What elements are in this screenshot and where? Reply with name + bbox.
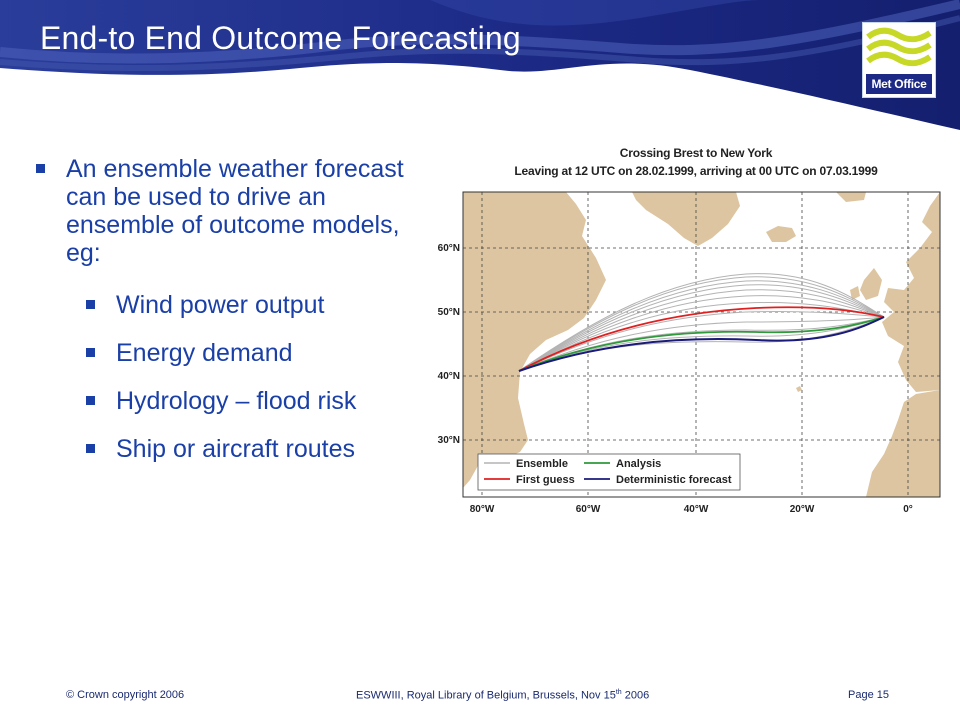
sub-bullet-text: Hydrology – flood risk bbox=[116, 387, 357, 415]
lon-label-60w: 60°W bbox=[576, 504, 601, 515]
land-masses bbox=[463, 192, 940, 497]
lat-label-30n: 30°N bbox=[438, 435, 460, 446]
lon-label-0: 0° bbox=[903, 504, 913, 515]
legend-deterministic-label: Deterministic forecast bbox=[616, 474, 732, 486]
footer-event: ESWWIII, Royal Library of Belgium, Bruss… bbox=[356, 689, 649, 702]
land-iceland bbox=[766, 226, 796, 242]
bullet-square-icon bbox=[86, 348, 95, 357]
lon-label-40w: 40°W bbox=[684, 504, 709, 515]
route-map: Ensemble Analysis First guess Determinis… bbox=[438, 191, 941, 515]
land-small-island bbox=[796, 386, 802, 392]
header-wave-graphic bbox=[0, 0, 960, 130]
route-map-figure: Crossing Brest to New York Leaving at 12… bbox=[436, 140, 956, 520]
footer-event-year: 2006 bbox=[621, 689, 650, 702]
lat-label-60n: 60°N bbox=[438, 243, 460, 254]
latitude-labels: 60°N 50°N 40°N 30°N bbox=[438, 243, 460, 446]
figure-title: Crossing Brest to New York bbox=[619, 146, 773, 160]
map-legend: Ensemble Analysis First guess Determinis… bbox=[477, 453, 741, 491]
legend-first-guess-label: First guess bbox=[516, 474, 575, 486]
land-britain bbox=[860, 268, 882, 300]
map-frame bbox=[462, 191, 941, 498]
legend-ensemble-label: Ensemble bbox=[516, 458, 568, 470]
bullet-list: An ensemble weather forecast can be used… bbox=[36, 155, 436, 463]
main-bullet: An ensemble weather forecast can be used… bbox=[36, 155, 436, 267]
main-bullet-text: An ensemble weather forecast can be used… bbox=[66, 155, 404, 267]
sub-bullet: Hydrology – flood risk bbox=[86, 387, 436, 415]
legend-analysis-label: Analysis bbox=[616, 458, 661, 470]
slide-title: End-to End Outcome Forecasting bbox=[40, 20, 521, 56]
footer-copyright: © Crown copyright 2006 bbox=[66, 689, 185, 701]
land-ireland bbox=[850, 286, 860, 300]
deterministic-track bbox=[518, 316, 885, 372]
lon-label-20w: 20°W bbox=[790, 504, 815, 515]
analysis-track bbox=[518, 316, 885, 372]
sub-bullet: Wind power output bbox=[86, 291, 436, 319]
bullet-square-icon bbox=[36, 164, 45, 173]
first-guess-track bbox=[518, 306, 885, 372]
land-north-island bbox=[836, 192, 866, 202]
figure-subtitle: Leaving at 12 UTC on 28.02.1999, arrivin… bbox=[514, 164, 878, 178]
sub-bullet-text: Wind power output bbox=[116, 291, 325, 319]
sub-bullet: Ship or aircraft routes bbox=[86, 435, 436, 463]
land-north-america bbox=[463, 192, 606, 488]
longitude-labels: 80°W 60°W 40°W 20°W 0° bbox=[470, 504, 913, 515]
bullet-square-icon bbox=[86, 396, 95, 405]
lat-label-40n: 40°N bbox=[438, 371, 460, 382]
sub-bullet: Energy demand bbox=[86, 339, 436, 367]
bullet-square-icon bbox=[86, 300, 95, 309]
sub-bullet-text: Energy demand bbox=[116, 339, 293, 367]
lon-label-80w: 80°W bbox=[470, 504, 495, 515]
met-office-logo: Met Office bbox=[862, 22, 936, 98]
land-africa bbox=[866, 390, 940, 497]
met-office-wave-icon bbox=[866, 26, 932, 94]
land-greenland bbox=[632, 192, 740, 246]
lat-label-50n: 50°N bbox=[438, 307, 460, 318]
header-band bbox=[0, 0, 960, 130]
land-europe bbox=[882, 192, 940, 392]
footer-page-number: Page 15 bbox=[848, 689, 889, 701]
logo-text: Met Office bbox=[871, 77, 927, 91]
footer-event-sup: th bbox=[615, 689, 622, 696]
sub-bullet-text: Ship or aircraft routes bbox=[116, 435, 355, 463]
bullet-square-icon bbox=[86, 444, 95, 453]
footer-event-text: ESWWIII, Royal Library of Belgium, Bruss… bbox=[356, 689, 616, 702]
